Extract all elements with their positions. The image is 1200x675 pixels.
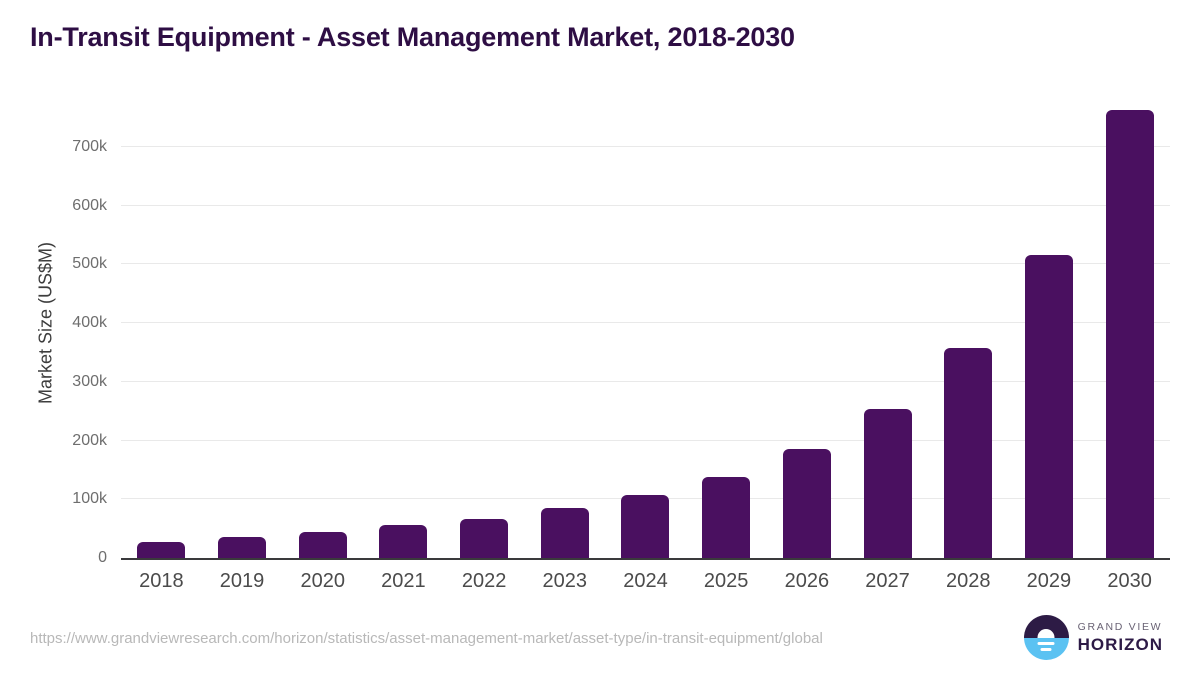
x-tick-label-2019: 2019 (219, 570, 265, 592)
y-axis-ticks: 0 100k 200k 300k 400k 500k 600k 700k (0, 88, 107, 566)
y-tick-label-700k: 700k (72, 137, 107, 155)
logo-reflection-line (1040, 647, 1052, 651)
y-tick-label-500k: 500k (72, 255, 107, 273)
bar-band-2029 (1009, 88, 1090, 558)
y-tick-label-100k: 100k (72, 490, 107, 508)
gridline-500k (121, 263, 1170, 265)
chart-title: In-Transit Equipment - Asset Management … (30, 22, 795, 52)
x-tick-label-2018: 2018 (139, 570, 184, 592)
logo-water-half (1023, 637, 1069, 660)
bar-band-2026 (767, 88, 848, 558)
bar-band-2023 (524, 88, 605, 558)
gridline-700k (121, 145, 1170, 147)
x-tick-label-2025: 2025 (703, 570, 749, 592)
gridline-600k (121, 204, 1170, 206)
x-tick-label-2024: 2024 (623, 570, 668, 592)
x-tick-label-2026: 2026 (784, 570, 830, 592)
bar-band-2018 (121, 88, 202, 558)
bar-2018 (137, 541, 186, 558)
bar-band-2020 (282, 88, 363, 558)
bar-band-2030 (1089, 88, 1170, 558)
bar-2030 (1105, 110, 1154, 558)
brand-name-horizon: HORIZON (1077, 634, 1163, 654)
brand-text: GRAND VIEW HORIZON (1078, 621, 1163, 655)
logo-reflection-line (1037, 641, 1055, 645)
gridline-200k (121, 439, 1170, 441)
x-tick-label-2027: 2027 (865, 570, 910, 592)
y-tick-label-0: 0 (98, 549, 107, 566)
x-tick-label-2020: 2020 (300, 570, 345, 592)
bar-2020 (298, 531, 347, 558)
bar-band-2028 (928, 88, 1009, 558)
gridline-300k (121, 380, 1170, 382)
x-axis-labels: 2018 2019 2020 2021 2022 2023 2024 2025 2026 2027… (121, 570, 1170, 593)
bar-band-2019 (202, 88, 283, 558)
y-tick-label-400k: 400k (72, 314, 107, 331)
bar-2026 (782, 449, 831, 558)
source-url-text: https://www.grandviewresearch.com/horizo… (30, 630, 823, 647)
logo-sky-half (1023, 615, 1069, 638)
bar-2022 (460, 518, 509, 558)
y-tick-label-600k: 600k (72, 196, 107, 214)
gridline-400k (121, 322, 1170, 323)
brand-logo: GRAND VIEW HORIZON (1023, 615, 1163, 660)
bar-2027 (863, 408, 912, 558)
bar-2025 (702, 476, 751, 558)
logo-sun-dome (1037, 628, 1055, 638)
x-tick-label-2021: 2021 (381, 570, 426, 592)
bar-2021 (379, 525, 428, 558)
x-tick-label-2023: 2023 (542, 570, 588, 592)
bar-2028 (944, 347, 993, 558)
x-tick-label-2029: 2029 (1026, 570, 1072, 592)
bar-band-2021 (363, 88, 444, 558)
bar-band-2022 (444, 88, 525, 558)
y-tick-label-200k: 200k (72, 431, 107, 449)
x-tick-label-2028: 2028 (945, 570, 991, 592)
y-tick-label-300k: 300k (72, 372, 107, 390)
x-tick-label-2030: 2030 (1107, 570, 1152, 592)
plot-area (121, 88, 1170, 560)
bar-band-2024 (605, 88, 686, 558)
bar-2023 (540, 508, 589, 558)
grand-view-horizon-logo-icon (1023, 615, 1069, 660)
brand-name-grand-view: GRAND VIEW (1077, 620, 1163, 633)
bars-container (121, 88, 1170, 558)
bar-2024 (621, 495, 670, 558)
bar-2019 (218, 536, 267, 558)
bar-band-2027 (847, 88, 928, 558)
bar-2029 (1024, 254, 1073, 558)
x-tick-label-2022: 2022 (461, 570, 507, 592)
bar-band-2025 (686, 88, 767, 558)
